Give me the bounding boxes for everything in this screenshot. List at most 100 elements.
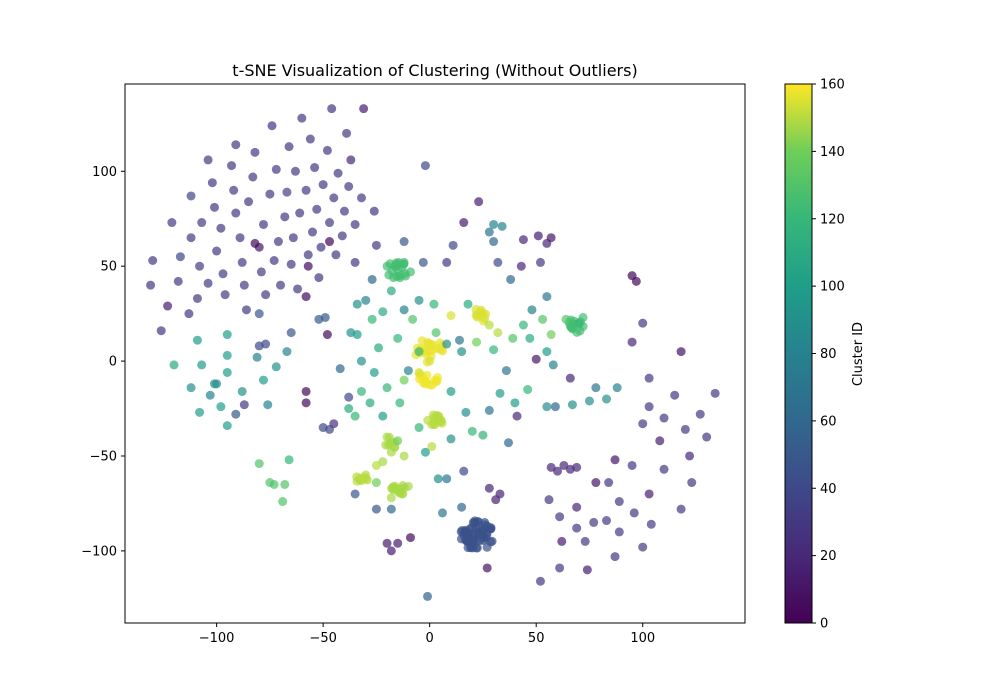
data-point [250,238,260,248]
data-point [455,335,465,345]
data-point [506,274,516,284]
data-point [282,347,292,357]
data-point [491,495,501,505]
data-point [222,350,232,360]
data-point [169,360,179,370]
data-point [489,219,499,229]
data-point [474,197,484,207]
data-point [638,542,648,552]
data-point [386,504,396,514]
data-point [352,330,362,340]
data-point [676,504,686,514]
data-point [167,218,177,228]
data-point [350,257,360,267]
data-point [303,261,313,271]
x-tick-label: 0 [426,631,434,646]
data-point [610,552,620,562]
data-point [425,356,435,366]
x-tick-label: −100 [199,631,235,646]
data-point [356,356,366,366]
data-point [493,328,503,338]
data-point [542,402,552,412]
data-point [344,181,354,191]
data-point [550,402,560,412]
data-point [516,261,526,271]
data-point [222,330,232,340]
data-point [578,312,588,322]
data-point [474,517,484,527]
colorbar-tick-label: 60 [820,414,837,429]
data-point [371,240,381,250]
data-point [567,400,577,410]
data-point [399,237,409,247]
data-point [475,536,485,546]
x-tick-label: −50 [309,631,336,646]
data-point [342,128,352,138]
data-point [301,185,311,195]
data-point [489,237,499,247]
data-point [525,333,535,343]
data-point [627,337,637,347]
data-point [644,402,654,412]
data-point [352,299,362,309]
data-point [209,202,219,212]
data-point [695,409,705,419]
data-point [448,240,458,250]
data-point [418,257,428,267]
data-point [680,424,690,434]
data-point [435,338,445,348]
data-point [582,565,592,575]
data-point [591,478,601,488]
data-point [484,227,494,237]
data-point [508,333,518,343]
data-point [186,383,196,393]
data-point [414,347,424,357]
data-point [156,326,166,336]
data-point [263,400,273,410]
data-point [436,345,446,355]
data-point [280,212,290,222]
data-point [378,411,388,421]
data-point [393,436,403,446]
data-point [350,219,360,229]
colorbar-tick-label: 80 [820,347,837,362]
data-point [446,386,456,396]
data-point [557,536,567,546]
data-point [638,318,648,328]
data-point [589,517,599,527]
data-point [446,311,456,321]
data-point [339,206,349,216]
data-point [286,328,296,338]
data-point [356,386,366,396]
colorbar-tick-label: 0 [820,617,828,632]
data-point [627,460,637,470]
data-point [482,563,492,573]
data-point [463,543,473,553]
data-point [329,419,339,429]
data-point [237,386,247,396]
data-point [555,512,565,522]
colorbar-label: Cluster ID [851,322,866,386]
data-point [203,155,213,165]
data-point [442,474,452,484]
data-point [405,533,415,543]
y-axis: −100 −50 0 50 100 [81,165,125,559]
data-point [290,166,300,176]
data-point [414,295,424,305]
data-point [197,218,207,228]
colorbar-tick-label: 100 [820,280,845,295]
data-point [329,193,339,203]
data-point [431,377,441,387]
data-point [203,278,213,288]
data-point [335,364,345,374]
chart-title: t-SNE Visualization of Clustering (Witho… [232,61,637,80]
data-point [399,375,409,385]
data-point [408,314,418,324]
data-point [427,441,437,451]
data-point [420,379,430,389]
data-point [391,258,401,268]
data-point [542,292,552,302]
data-point [195,261,205,271]
data-point [395,398,405,408]
